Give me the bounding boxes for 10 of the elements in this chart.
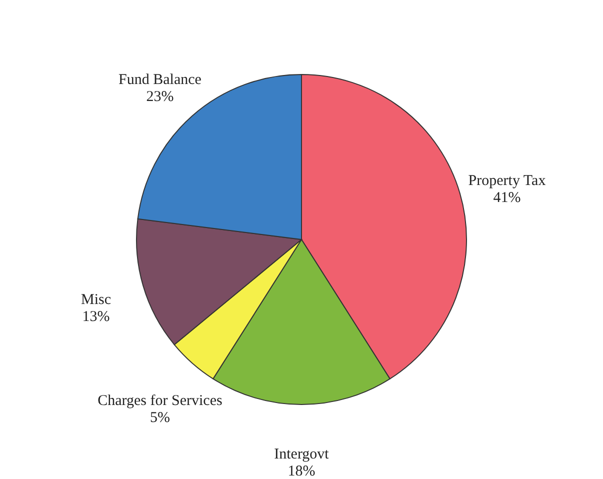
data-label: 13% — [82, 309, 110, 326]
slice-label: Fund Balance — [118, 72, 202, 88]
slice-label: Property Tax — [468, 172, 546, 189]
slice-label: Misc — [80, 292, 112, 308]
data-label: 23% — [146, 88, 174, 105]
data-label: 18% — [288, 464, 316, 479]
slice-label: Charges for Services — [98, 393, 222, 410]
data-label: 41% — [493, 190, 521, 206]
slice-label: Intergovt — [274, 446, 330, 462]
data-label: 5% — [150, 410, 170, 426]
